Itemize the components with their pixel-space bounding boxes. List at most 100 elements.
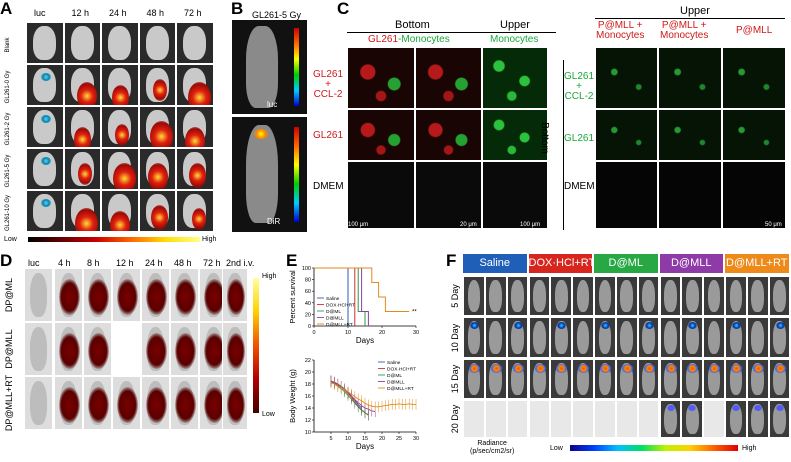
panel-a-scale-low: Low — [4, 236, 17, 243]
mouse-body — [773, 280, 786, 312]
mouse-image — [615, 317, 638, 358]
transwell-image — [658, 47, 722, 109]
mouse-image — [703, 317, 725, 358]
tumor-signal — [775, 322, 785, 329]
mouse-image — [222, 322, 248, 376]
y-tick-label: 12 — [305, 418, 311, 424]
mouse-body — [707, 280, 721, 312]
bioluminescence-signal — [185, 127, 205, 147]
mouse-body — [729, 321, 743, 354]
panel-c-label: C — [337, 0, 350, 18]
panel-f-colorbar — [570, 445, 738, 451]
mouse-image — [138, 64, 176, 106]
fluorescence-signal — [88, 333, 109, 369]
panel-b-bottom-colorbar — [294, 127, 299, 222]
body-weight-chart: 5 10 15 20 25 30 10 12 14 16 18 20 22 Days Body Weight… — [288, 358, 419, 451]
mouse-body — [511, 280, 524, 312]
mouse-image — [101, 64, 139, 106]
luc-signal — [41, 199, 51, 207]
mouse-image — [703, 359, 725, 399]
fluorescence-signal — [204, 279, 225, 315]
fluorescence-signal — [204, 333, 225, 369]
mouse-image — [463, 317, 485, 358]
legend-entry: DOX·HCl+RT — [387, 367, 416, 373]
bioluminescence-signal — [111, 85, 129, 105]
panel-b-bottom-image: DiR — [232, 117, 307, 232]
panel-d-col-header: 12 h — [116, 258, 134, 268]
tumor-signal — [753, 405, 762, 411]
tumor-signal — [621, 364, 633, 373]
fluorescence-signal — [146, 279, 167, 315]
legend-entry: D@MLL — [326, 316, 344, 322]
fluorescence-signal — [227, 279, 245, 315]
mouse-body — [183, 26, 207, 60]
panel-b-top-caption: luc — [267, 100, 278, 109]
y-tick-label: 20 — [305, 370, 311, 376]
mouse-body — [598, 280, 612, 312]
group-header-tab: DOX·HCl+RT — [528, 254, 595, 273]
mouse-image — [528, 400, 551, 438]
panel-d-col-header: 4 h — [58, 258, 71, 268]
tumor-signal — [665, 364, 677, 373]
panel-d-colorbar — [253, 278, 259, 413]
mouse-image — [141, 376, 170, 430]
panel-a-row-label: GL261-2 Gy — [5, 112, 11, 146]
mouse-image — [170, 268, 199, 322]
tumor-signal — [470, 322, 479, 329]
legend-entry: D@ML — [326, 309, 341, 315]
legend-entry: DOX·HCl+RT — [326, 303, 355, 309]
tumor-signal — [775, 405, 784, 411]
mouse-image — [506, 276, 529, 316]
mouse-body — [33, 26, 57, 60]
mouse-image — [484, 359, 507, 399]
mouse-image — [768, 359, 791, 399]
panel-c-right-col-3: P@MLL — [736, 25, 773, 36]
mouse-image — [659, 400, 682, 438]
mouse-body — [467, 321, 481, 354]
legend-entry: D@MLL — [387, 380, 405, 386]
y-tick-label: 16 — [305, 394, 311, 400]
mouse-body — [729, 280, 743, 312]
y-tick-label: 100 — [302, 266, 311, 272]
mouse-body — [751, 403, 765, 435]
tumor-signal — [774, 364, 786, 373]
y-tick-label: 60 — [305, 289, 311, 295]
panel-e-label: E — [286, 251, 298, 270]
panel-d-col-header: 2nd i.v. — [226, 258, 255, 268]
mouse-image — [138, 22, 176, 64]
x-tick-label: 25 — [396, 436, 402, 442]
mouse-image — [637, 317, 660, 358]
panel-c-subheader-monocytes: Monocytes — [490, 34, 539, 45]
transwell-image — [595, 109, 658, 161]
microscopy-image — [482, 47, 548, 109]
scale-bar-50um: 50 μm — [765, 222, 782, 228]
microscopy-image — [482, 109, 548, 161]
tumor-signal — [687, 364, 699, 373]
panel-c-right-row-1: GL261 + CCL-2 — [564, 71, 595, 102]
fluorescence-signal — [175, 279, 196, 315]
tumor-signal — [688, 322, 698, 329]
panel-c-right-row-2: GL261 — [564, 133, 595, 144]
panel-a-label: A — [0, 0, 13, 18]
fluorescence-signal — [59, 387, 80, 423]
mouse-image — [681, 317, 704, 358]
microscopy-image — [347, 109, 415, 161]
mouse-image — [101, 190, 139, 232]
mouse-image — [54, 322, 83, 376]
panel-a-row-label: GL261-10 Gy — [5, 194, 11, 232]
survival-line — [314, 267, 410, 312]
bioluminescence-signal — [147, 163, 168, 189]
mouse-image — [463, 276, 485, 316]
y-tick-label: 18 — [305, 382, 311, 388]
panel-c-right-col-2: P@MLL + Monocytes — [660, 20, 709, 41]
panel-c-upper-header: Upper — [500, 19, 530, 31]
mouse-image — [26, 64, 64, 106]
panel-f-row-label: 10 Day — [450, 323, 460, 352]
tumor-signal — [752, 364, 764, 373]
tumor-signal — [556, 364, 568, 373]
mouse-image — [24, 268, 53, 322]
transwell-image — [595, 47, 658, 109]
mouse-body — [751, 321, 765, 354]
panel-c-subheader-gl261: GL261-Monocytes — [368, 35, 450, 45]
luc-signal — [41, 115, 51, 123]
